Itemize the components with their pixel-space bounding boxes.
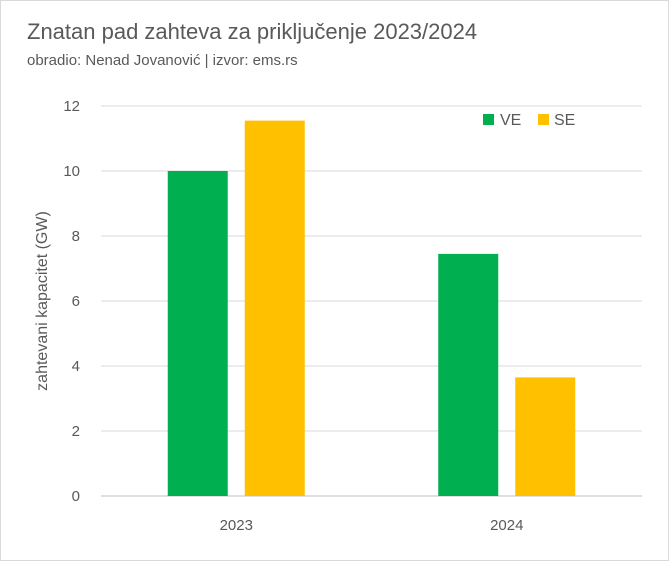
- bar-se-2024: [515, 377, 576, 496]
- chart-title: Znatan pad zahteva za priključenje 2023/…: [27, 19, 478, 44]
- y-tick-label: 12: [63, 98, 80, 115]
- bars: [167, 120, 576, 496]
- y-tick-label: 10: [63, 163, 80, 180]
- legend-label-ve: VE: [500, 112, 521, 129]
- y-tick-label: 6: [72, 293, 80, 310]
- bar-se-2023: [244, 120, 305, 496]
- legend-swatch-se: [538, 114, 549, 125]
- x-tick-label: 2023: [220, 517, 253, 534]
- x-axis-ticks: 2023 2024: [220, 517, 524, 534]
- x-tick-label: 2024: [490, 517, 523, 534]
- y-axis-title: zahtevani kapacitet (GW): [34, 211, 51, 391]
- y-tick-label: 2: [72, 423, 80, 440]
- y-axis-ticks: 0 2 4 6 8 10 12: [63, 98, 80, 505]
- bar-ve-2024: [438, 253, 499, 496]
- y-tick-label: 8: [72, 228, 80, 245]
- legend: VE SE: [483, 112, 575, 129]
- y-tick-label: 0: [72, 488, 80, 505]
- legend-swatch-ve: [483, 114, 494, 125]
- y-tick-label: 4: [72, 358, 80, 375]
- chart-subtitle: obradio: Nenad Jovanović | izvor: ems.rs: [27, 52, 298, 69]
- bar-ve-2023: [167, 171, 228, 496]
- legend-label-se: SE: [554, 112, 575, 129]
